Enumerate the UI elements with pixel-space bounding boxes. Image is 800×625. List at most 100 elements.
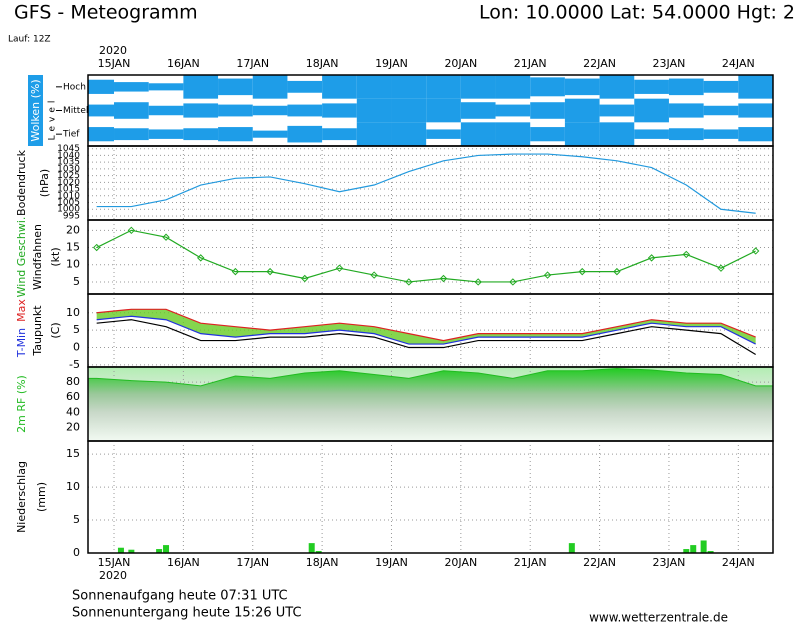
cloud-cell: [530, 127, 565, 142]
x-tick-label: 18JAN: [306, 556, 339, 569]
x-tick-label: 17JAN: [236, 57, 269, 70]
y-tick-label: 10: [66, 480, 80, 493]
y-tick-label: 10: [66, 258, 80, 271]
y-tick-label: 1045: [57, 144, 80, 154]
year: 2020: [99, 569, 127, 582]
cloud-cell: [460, 102, 496, 119]
y-tick-label: 1020: [57, 178, 80, 188]
cloud-cell: [564, 78, 600, 96]
y-tick-label: 1030: [57, 164, 80, 174]
axis-label: T-Min: [15, 328, 28, 358]
y-tick-label: 1025: [57, 171, 80, 181]
x-tick-label: 19JAN: [375, 57, 408, 70]
location: Lon: 10.0000 Lat: 54.0000 Hgt: 2: [479, 2, 795, 24]
cloud-cell: [218, 78, 253, 96]
cloud-cell: [252, 130, 288, 138]
y-tick-label: 20: [66, 223, 80, 236]
x-tick-label: 18JAN: [306, 57, 339, 70]
y-tick-label: 1005: [57, 198, 80, 208]
y-tick-label: -5: [69, 358, 80, 371]
cloud-cell: [668, 103, 704, 118]
cloud-cell: [530, 102, 565, 119]
series-line: [96, 308, 756, 342]
cloud-cell: [356, 122, 392, 146]
cloud-cell: [322, 103, 357, 118]
cloud-cell: [564, 122, 600, 146]
x-tick-label: 20JAN: [444, 57, 477, 70]
panel-frame: [87, 145, 774, 221]
y-tick-label: 40: [66, 405, 80, 418]
cloud-cell: [114, 102, 149, 119]
x-tick-label: 15JAN: [98, 556, 131, 569]
axis-label: Level: [48, 97, 58, 141]
marker: [439, 274, 448, 283]
axis-label: (kt): [49, 247, 62, 266]
marker: [231, 267, 240, 276]
marker: [92, 243, 101, 252]
run: Lauf: 12Z: [8, 35, 51, 45]
y-tick-label: 1010: [57, 191, 80, 201]
cloud-cell: [322, 128, 357, 141]
marker: [405, 278, 413, 286]
y-tick-label: 1000: [57, 205, 80, 215]
x-tick-label: 24JAN: [722, 556, 755, 569]
axis-label: Wind Geschwi.: [15, 217, 28, 298]
marker: [301, 274, 309, 283]
cloud-cell: [287, 104, 323, 117]
y-tick-label: 20: [66, 420, 80, 433]
axis-label: Max: [15, 299, 28, 322]
sunrise: Sonnenaufgang heute 07:31 UTC: [72, 589, 288, 604]
bar: [128, 549, 135, 553]
cloud-cell: [88, 104, 115, 117]
marker: [127, 226, 136, 235]
marker: [370, 271, 378, 279]
cloud-cell: [599, 104, 635, 117]
x-tick-label: 16JAN: [167, 57, 200, 70]
axis-label: Taupunkt: [31, 305, 44, 357]
cloud-cell: [564, 98, 600, 123]
y-tick-label: 1040: [57, 151, 80, 161]
cloud-cell: [391, 98, 427, 123]
x-tick-label: 20JAN: [444, 556, 477, 569]
y-tick-label: 0: [73, 546, 80, 559]
cloud-cell: [703, 105, 739, 116]
cloud-cell: [668, 78, 704, 96]
marker: [613, 267, 621, 276]
cloud-cell: [252, 75, 288, 99]
axis-label: Windfahnen: [31, 224, 44, 290]
y-tick-label: 0: [73, 341, 80, 354]
panel-frame: [87, 440, 774, 554]
cloud-cell: [148, 129, 184, 139]
y-tick-label: 1035: [57, 158, 80, 168]
cloud-cell: [114, 128, 149, 141]
x-tick-label: 22JAN: [583, 556, 616, 569]
panel-frame: [87, 219, 774, 295]
cloud-cell: [599, 122, 635, 146]
cloud-cell: [738, 127, 773, 142]
y-tick-label: 80: [66, 375, 80, 388]
marker: [162, 233, 170, 241]
x-tick-label: 23JAN: [653, 556, 686, 569]
axis-label: (hPa): [38, 169, 51, 197]
site: www.wetterzentrale.de: [589, 611, 728, 625]
cloud-cell: [495, 104, 531, 117]
axis-label: Niederschlag: [15, 461, 28, 533]
marker: [266, 267, 274, 276]
cloud-cell: [148, 83, 184, 91]
sunset: Sonnenuntergang heute 15:26 UTC: [72, 606, 302, 621]
cloud-cell: [495, 122, 531, 146]
series-line: [96, 315, 756, 345]
cloud-cell: [322, 75, 357, 99]
level-label: Tief: [62, 130, 80, 140]
bar: [690, 545, 697, 553]
cloud-cell: [218, 127, 253, 142]
rf-area: [87, 368, 774, 442]
y-tick-label: 5: [73, 323, 80, 336]
cloud-cell: [183, 128, 219, 141]
axis-label: (C): [49, 322, 62, 338]
cloud-cell: [426, 129, 461, 139]
level-label: Hoch: [63, 82, 86, 92]
axis-label: (mm): [35, 482, 48, 512]
x-tick-label: 22JAN: [583, 57, 616, 70]
